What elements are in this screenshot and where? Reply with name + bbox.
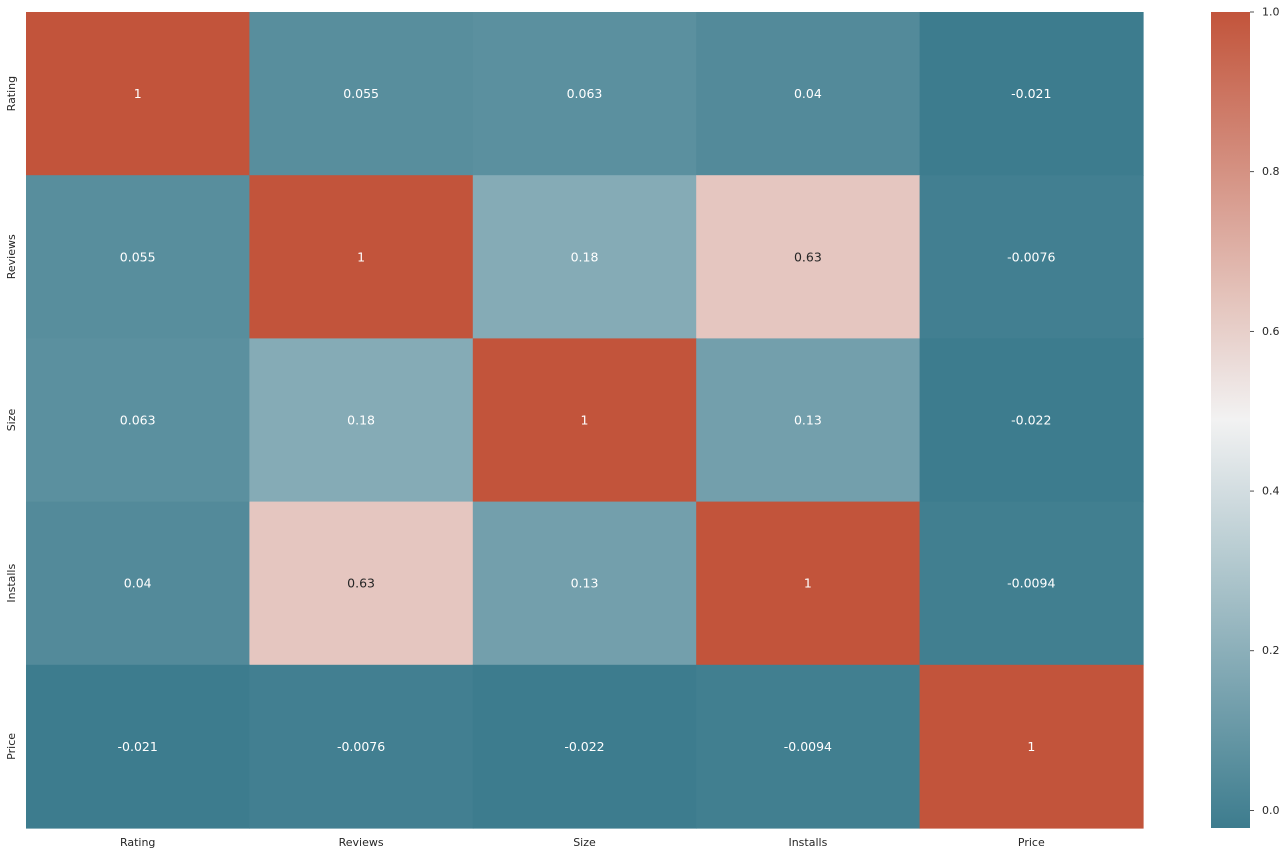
cell-annotation: 1 (357, 249, 365, 264)
colorbar-tick-label: 0.2 (1262, 644, 1280, 657)
heatmap-cell-installs-installs (696, 501, 921, 666)
y-tick-label: Reviews (5, 234, 18, 279)
heatmap-cell-reviews-installs (696, 175, 921, 339)
x-tick-label: Rating (120, 836, 155, 849)
x-tick-label: Size (573, 836, 596, 849)
cell-annotation: 0.063 (120, 413, 156, 428)
colorbar-gradient (1211, 12, 1250, 828)
heatmap-annotations: 1 0.055 0.063 0.04 -0.021 0.055 1 0.18 0.63 -0.00… (118, 86, 1056, 754)
x-tick-label: Reviews (339, 836, 384, 849)
heatmap-cell-reviews-size (472, 175, 697, 339)
colorbar-tick-label: 1.0 (1262, 6, 1280, 19)
cell-annotation: -0.0094 (1007, 576, 1055, 591)
heatmap-cells (26, 12, 1144, 829)
colorbar-tick-label: 0.0 (1262, 804, 1280, 817)
heatmap-cell-rating-size (472, 12, 697, 176)
colorbar-tick-label: 0.4 (1262, 485, 1280, 498)
y-tick-label: Rating (5, 76, 18, 111)
cell-annotation: 1 (134, 86, 142, 101)
x-tick-label: Installs (788, 836, 827, 849)
heatmap-cell-price-reviews (249, 664, 474, 829)
heatmap-cell-rating-installs (696, 12, 921, 176)
heatmap-cell-rating-rating (26, 12, 250, 176)
colorbar-tick-label: 0.8 (1262, 165, 1280, 178)
cell-annotation: 0.055 (120, 249, 156, 264)
cell-annotation: -0.022 (564, 739, 604, 754)
cell-annotation: 0.055 (343, 86, 379, 101)
cell-annotation: 1 (581, 413, 589, 428)
heatmap-cell-size-reviews (249, 338, 474, 503)
cell-annotation: 1 (804, 576, 812, 591)
heatmap-cell-rating-price (919, 12, 1144, 176)
cell-annotation: -0.021 (1011, 86, 1051, 101)
cell-annotation: 0.04 (794, 86, 822, 101)
heatmap-cell-rating-reviews (249, 12, 474, 176)
x-axis-tick-labels: Rating Reviews Size Installs Price (120, 836, 1045, 849)
heatmap-cell-price-installs (696, 664, 921, 829)
heatmap-cell-price-size (472, 664, 697, 829)
y-axis-tick-labels: Rating Reviews Size Installs Price (5, 76, 18, 760)
colorbar-tick-label: 0.6 (1262, 325, 1280, 338)
heatmap-cell-price-price (919, 664, 1144, 829)
heatmap-cell-size-installs (696, 338, 921, 503)
heatmap-cell-installs-rating (26, 501, 250, 666)
cell-annotation: -0.0094 (784, 739, 832, 754)
heatmap-cell-price-rating (26, 664, 250, 829)
cell-annotation: 1 (1027, 739, 1035, 754)
heatmap-cell-reviews-price (919, 175, 1144, 339)
heatmap-cell-size-size (472, 338, 697, 503)
cell-annotation: -0.0076 (337, 739, 385, 754)
cell-annotation: 0.18 (347, 413, 375, 428)
cell-annotation: 0.63 (347, 576, 375, 591)
heatmap-cell-installs-price (919, 501, 1144, 666)
cell-annotation: -0.021 (118, 739, 158, 754)
x-tick-label: Price (1018, 836, 1045, 849)
cell-annotation: 0.63 (794, 249, 822, 264)
cell-annotation: 0.13 (571, 576, 599, 591)
colorbar: 0.0 0.2 0.4 0.6 0.8 1.0 (1211, 6, 1280, 828)
y-tick-label: Price (5, 733, 18, 760)
heatmap-cell-installs-size (472, 501, 697, 666)
cell-annotation: 0.063 (567, 86, 603, 101)
cell-annotation: -0.022 (1011, 413, 1051, 428)
y-tick-label: Installs (5, 564, 18, 603)
cell-annotation: 0.04 (124, 576, 152, 591)
heatmap-cell-size-rating (26, 338, 250, 503)
y-tick-label: Size (5, 408, 18, 431)
heatmap-cell-reviews-rating (26, 175, 250, 339)
heatmap-cell-size-price (919, 338, 1144, 503)
cell-annotation: 0.13 (794, 413, 822, 428)
cell-annotation: -0.0076 (1007, 249, 1055, 264)
heatmap-cell-reviews-reviews (249, 175, 474, 339)
cell-annotation: 0.18 (571, 249, 599, 264)
heatmap-cell-installs-reviews (249, 501, 474, 666)
